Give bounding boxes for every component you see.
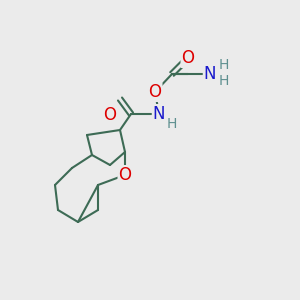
Text: N: N — [204, 65, 216, 83]
Text: H: H — [219, 58, 229, 72]
Text: O: O — [182, 49, 194, 67]
Text: H: H — [167, 117, 177, 131]
Text: O: O — [148, 83, 161, 101]
Text: H: H — [219, 74, 229, 88]
Text: O: O — [103, 106, 116, 124]
Text: N: N — [153, 105, 165, 123]
Text: O: O — [118, 166, 131, 184]
